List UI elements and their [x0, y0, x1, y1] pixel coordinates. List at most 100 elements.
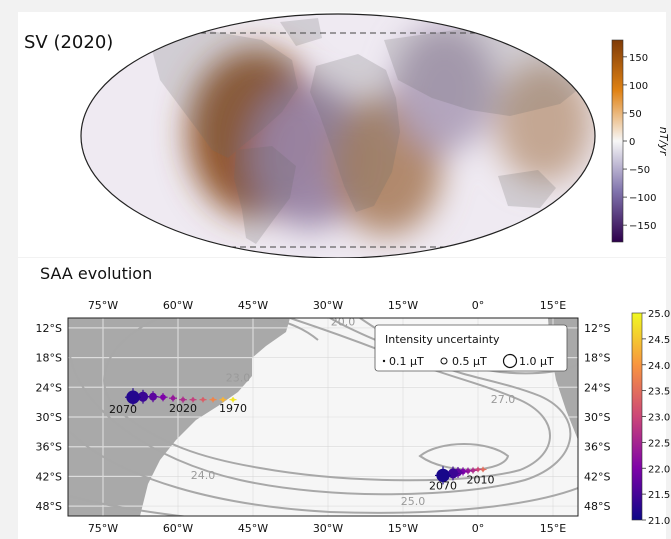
north-america-land — [150, 30, 298, 158]
legend-title: Intensity uncertainty — [385, 333, 500, 346]
track-point-1-2070 — [436, 468, 450, 483]
intensity-colorbar — [631, 312, 643, 521]
intensity-colorbar-tick-label: 23.5 — [648, 387, 670, 398]
contour-inner — [418, 443, 510, 471]
intensity-colorbar-tick-label: 24.5 — [648, 335, 670, 346]
continent-outlines — [150, 18, 590, 244]
track-point-0-2020 — [180, 397, 186, 402]
x-tick-label-bottom: 0° — [472, 522, 485, 535]
y-tick-label-right: 30°S — [584, 411, 610, 424]
y-tick-label-left: 24°S — [36, 381, 62, 394]
track-point-0-2030 — [170, 395, 176, 401]
sv-region-4 — [393, 24, 496, 153]
intensity-colorbar-tick-label: 22.0 — [648, 464, 670, 475]
greenland-land — [280, 18, 322, 46]
sv-title: SV (2020) — [24, 32, 113, 53]
x-tick-label-top: 15°W — [388, 299, 418, 312]
contour-label: 23.0 — [226, 371, 251, 384]
track-point-0-1990 — [211, 397, 215, 402]
intensity-colorbar-tick-label: 23.0 — [648, 413, 670, 424]
sv-field-blobs — [187, 24, 593, 236]
y-tick-label-right: 36°S — [584, 441, 610, 454]
track-point-0-2010 — [191, 397, 195, 402]
intensity-colorbar-tick-label: 25.0 — [648, 309, 670, 320]
year-label: 2070 — [429, 479, 457, 492]
x-tick-label-bottom: 60°W — [163, 522, 193, 535]
legend-entry-large: 1.0 μT — [519, 355, 554, 368]
y-tick-label-right: 12°S — [584, 322, 610, 335]
track-point-1-2000 — [481, 467, 485, 472]
saa-tracks — [125, 388, 487, 485]
y-tick-label-left: 48°S — [36, 500, 62, 513]
sv-colorbar-unit: nT/yr — [657, 127, 670, 157]
x-tick-label-bottom: 15°W — [388, 522, 418, 535]
x-tick-label-top: 75°W — [88, 299, 118, 312]
y-tick-label-left: 42°S — [36, 470, 62, 483]
track-point-0-2000 — [201, 397, 205, 402]
y-tick-label-left: 12°S — [36, 322, 62, 335]
uncertainty-legend: Intensity uncertainty 0.1 μT 0.5 μT 1.0 … — [374, 324, 568, 372]
x-tick-label-bottom: 75°W — [88, 522, 118, 535]
x-tick-label-top: 45°W — [238, 299, 268, 312]
legend-marker-medium — [440, 357, 448, 365]
south-america-land — [234, 146, 296, 244]
saa-tick-labels: 75°W 75°W 60°W 60°W 45°W 45°W 30°W 30°W 15°W 15°W… — [36, 299, 611, 535]
sv-panel: SV (2020) 150 100 50 0 −50 −100 −150 nT/yr — [18, 12, 670, 259]
track-point-1-2030 — [465, 468, 471, 474]
intensity-colorbar-tick-label: 21.5 — [648, 490, 670, 501]
sv-colorbar-tick-label: 100 — [629, 81, 648, 92]
contour-label: 24.0 — [191, 469, 216, 482]
track-point-0-1980 — [221, 397, 225, 402]
intensity-colorbar-ticks: 25.0 24.5 24.0 23.5 23.0 22.5 22.0 21.5 21.0 — [642, 309, 670, 527]
sv-colorbar — [611, 39, 624, 243]
intensity-colorbar-tick-label: 22.5 — [648, 438, 670, 449]
saa-title: SAA evolution — [40, 264, 152, 283]
contour-label: 25.0 — [401, 495, 426, 508]
europe-africa-land — [310, 54, 400, 212]
contour-label: 27.0 — [491, 393, 516, 406]
sv-colorbar-ticks: 150 100 50 0 −50 −100 −150 — [623, 53, 656, 232]
contour-labels: 23.0 24.0 25.0 27.0 20.0 — [191, 315, 516, 508]
x-tick-label-bottom: 45°W — [238, 522, 268, 535]
year-label: 2020 — [169, 402, 197, 415]
y-tick-label-left: 30°S — [36, 411, 62, 424]
x-tick-label-top: 60°W — [163, 299, 193, 312]
sv-region-3 — [495, 61, 593, 184]
track-point-0-2070 — [126, 390, 140, 404]
legend-box — [374, 324, 568, 372]
y-tick-label-right: 24°S — [584, 381, 610, 394]
saa-panel: SAA evolution 23.024.025.027.020.0 2070 2… — [18, 258, 670, 539]
legend-marker-small — [382, 359, 386, 363]
y-tick-label-left: 36°S — [36, 441, 62, 454]
contour-20 — [267, 318, 319, 341]
year-label: 2010 — [467, 473, 495, 486]
contour-label: 20.0 — [331, 315, 356, 328]
sv-colorbar-tick-label: −100 — [629, 193, 656, 204]
y-tick-label-right: 18°S — [584, 352, 610, 365]
y-tick-label-right: 48°S — [584, 500, 610, 513]
legend-entry-small: 0.1 μT — [389, 355, 424, 368]
year-label: 1970 — [219, 402, 247, 415]
x-tick-label-top: 15°E — [540, 299, 566, 312]
year-label: 2070 — [109, 403, 137, 416]
sv-colorbar-tick-label: 0 — [629, 137, 635, 148]
sv-colorbar-tick-label: −150 — [629, 221, 656, 232]
x-tick-label-bottom: 30°W — [313, 522, 343, 535]
sv-colorbar-tick-label: −50 — [629, 165, 650, 176]
track-point-0-2060 — [137, 391, 149, 402]
year-labels: 2070 2020 1970 2070 2010 — [109, 402, 495, 492]
track-point-0-2040 — [160, 394, 166, 401]
track-point-0-2050 — [149, 392, 157, 401]
y-tick-label-right: 42°S — [584, 470, 610, 483]
y-tick-label-left: 18°S — [36, 352, 62, 365]
x-tick-label-top: 0° — [472, 299, 485, 312]
track-point-0-1970 — [231, 397, 235, 402]
sv-colorbar-tick-label: 50 — [629, 109, 642, 120]
legend-marker-large — [502, 353, 518, 369]
intensity-colorbar-tick-label: 24.0 — [648, 361, 670, 372]
contour-25 — [69, 431, 578, 514]
track-point-1-2010 — [476, 467, 480, 472]
australia-land — [498, 170, 556, 208]
intensity-colorbar-tick-label: 21.0 — [648, 516, 670, 527]
